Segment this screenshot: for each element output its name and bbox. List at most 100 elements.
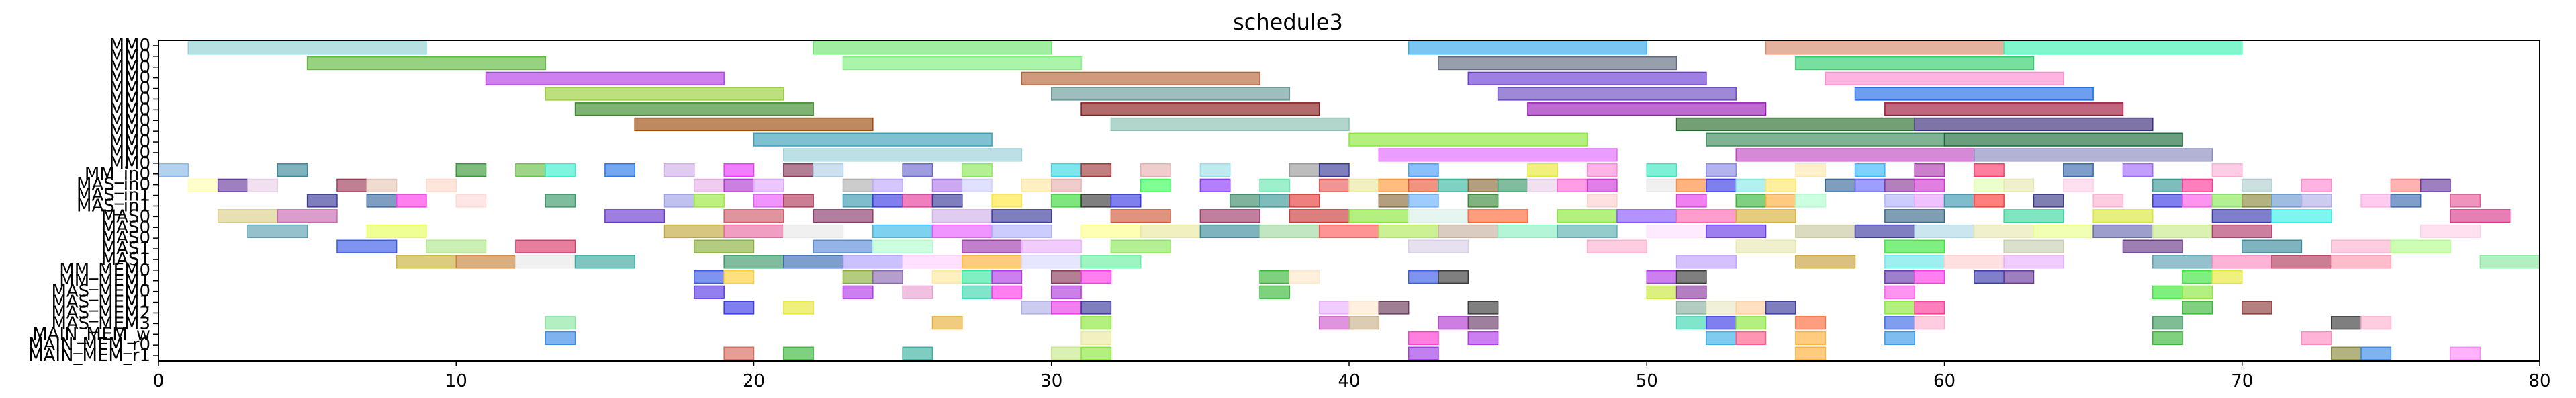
x-tick-label: 20 bbox=[743, 371, 765, 391]
task-bar bbox=[2330, 239, 2392, 253]
task-bar bbox=[1974, 224, 2035, 239]
task-bar bbox=[1199, 209, 1260, 223]
gantt-bars bbox=[158, 41, 2540, 360]
task-bar bbox=[1438, 56, 1677, 71]
task-bar bbox=[1408, 209, 1469, 223]
task-bar bbox=[931, 316, 963, 330]
task-bar bbox=[2211, 224, 2272, 239]
task-bar bbox=[2479, 255, 2540, 269]
task-bar bbox=[1616, 209, 1677, 223]
y-tick-label: MM0 bbox=[109, 79, 150, 99]
task-bar bbox=[694, 239, 755, 253]
task-bar bbox=[872, 224, 933, 239]
task-bar bbox=[336, 239, 398, 253]
x-axis: 0 10 20 30 40 50 60 70 80 bbox=[153, 361, 2551, 391]
task-bar bbox=[902, 255, 963, 269]
task-bar bbox=[2152, 178, 2183, 192]
task-bar bbox=[1199, 178, 1231, 192]
task-bar bbox=[1586, 194, 1618, 208]
task-bar bbox=[2152, 316, 2183, 330]
task-bar bbox=[1408, 194, 1439, 208]
task-bar bbox=[1675, 270, 1707, 284]
task-bar bbox=[1318, 316, 1350, 330]
y-tick-label: MAS_in0 bbox=[77, 175, 150, 195]
task-bar bbox=[2003, 178, 2035, 192]
task-bar bbox=[872, 178, 903, 192]
task-bar bbox=[574, 255, 635, 269]
task-bar bbox=[2242, 178, 2272, 192]
task-bar bbox=[1378, 301, 1410, 315]
task-bar bbox=[1467, 301, 1499, 315]
task-bar bbox=[1943, 194, 1975, 208]
task-bar bbox=[1706, 178, 1737, 192]
task-bar bbox=[1408, 270, 1439, 284]
task-bar bbox=[1051, 301, 1082, 315]
task-bar bbox=[1408, 41, 1647, 55]
task-bar bbox=[902, 285, 933, 299]
task-bar bbox=[931, 194, 963, 208]
task-bar bbox=[1289, 270, 1320, 284]
task-bar bbox=[2450, 209, 2511, 223]
task-bar bbox=[1943, 255, 2005, 269]
task-bar bbox=[1080, 316, 1112, 330]
task-bar bbox=[1706, 301, 1737, 315]
y-tick-label: MAS_MEM2 bbox=[51, 303, 150, 323]
task-bar bbox=[1706, 132, 1945, 147]
task-bar bbox=[1080, 224, 1142, 239]
task-bar bbox=[2330, 316, 2362, 330]
task-bar bbox=[604, 209, 665, 223]
task-bar bbox=[1408, 346, 1439, 360]
task-bar bbox=[515, 163, 546, 177]
task-bar bbox=[1497, 224, 1559, 239]
task-bar bbox=[2211, 255, 2272, 269]
task-bar bbox=[783, 148, 1023, 162]
task-bar bbox=[1735, 148, 1975, 162]
task-bar bbox=[1527, 102, 1767, 116]
task-bar bbox=[2450, 346, 2481, 360]
task-bar bbox=[1706, 224, 1767, 239]
task-bar bbox=[1735, 316, 1767, 330]
task-bar bbox=[2092, 224, 2154, 239]
task-bar bbox=[2360, 316, 2392, 330]
task-bar bbox=[2092, 209, 2154, 223]
task-bar bbox=[723, 346, 755, 360]
task-bar bbox=[723, 224, 784, 239]
task-bar bbox=[2301, 178, 2332, 192]
y-tick-label: MM0 bbox=[109, 36, 150, 56]
task-bar bbox=[753, 132, 993, 147]
task-bar bbox=[2242, 301, 2272, 315]
task-bar bbox=[1557, 224, 1618, 239]
task-bar bbox=[1110, 209, 1171, 223]
task-bar bbox=[1914, 270, 1945, 284]
task-bar bbox=[663, 224, 725, 239]
task-bar bbox=[962, 178, 993, 192]
task-bar bbox=[1199, 163, 1231, 177]
task-bar bbox=[723, 270, 755, 284]
y-tick-label: MAIN_MEM_r1 bbox=[28, 346, 150, 366]
task-bar bbox=[1378, 178, 1410, 192]
task-bar bbox=[694, 194, 725, 208]
task-bar bbox=[1051, 285, 1082, 299]
y-tick-label: MAIN_MEM_r0 bbox=[28, 335, 150, 355]
task-bar bbox=[515, 255, 576, 269]
task-bar bbox=[515, 239, 576, 253]
task-bar bbox=[1943, 132, 2183, 147]
task-bar bbox=[366, 178, 398, 192]
task-bar bbox=[842, 194, 874, 208]
task-bar bbox=[1467, 331, 1499, 346]
task-bar bbox=[2152, 194, 2183, 208]
task-bar bbox=[753, 178, 784, 192]
task-bar bbox=[2152, 331, 2183, 346]
task-bar bbox=[1914, 194, 1945, 208]
task-bar bbox=[455, 194, 487, 208]
task-bar bbox=[991, 224, 1052, 239]
task-bar bbox=[2092, 194, 2124, 208]
task-bar bbox=[247, 178, 279, 192]
task-bar bbox=[902, 163, 933, 177]
task-bar bbox=[1646, 163, 1677, 177]
task-bar bbox=[1051, 163, 1082, 177]
task-bar bbox=[545, 316, 576, 330]
task-bar bbox=[426, 178, 457, 192]
task-bar bbox=[1884, 178, 1915, 192]
task-bar bbox=[1438, 178, 1469, 192]
